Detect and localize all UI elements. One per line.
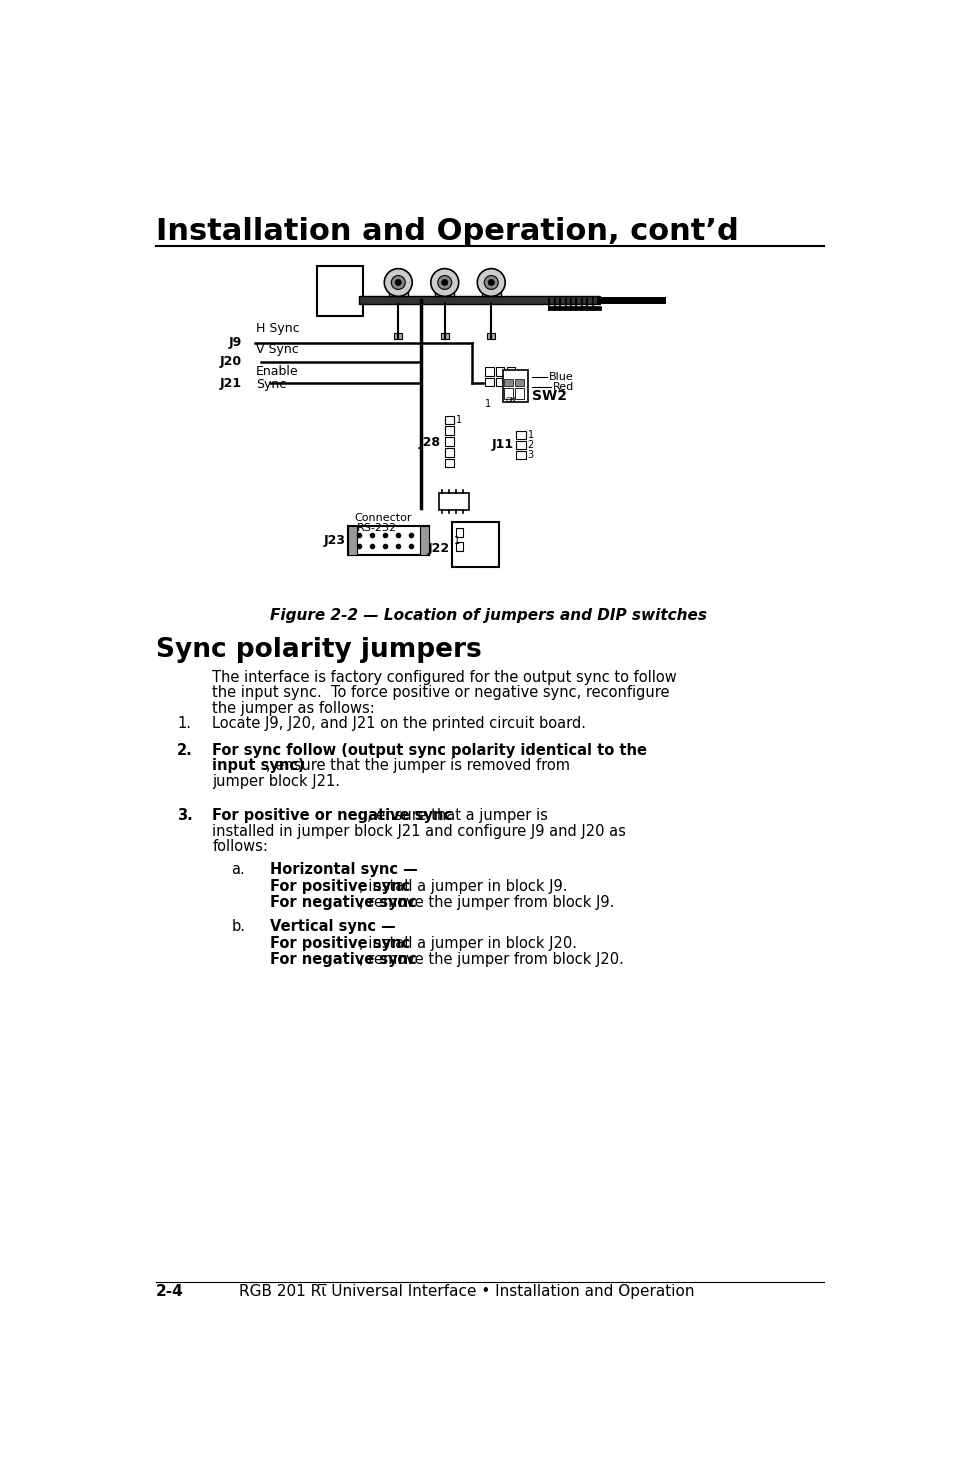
Bar — [487, 332, 495, 339]
Text: , install a jumper in block J9.: , install a jumper in block J9. — [359, 879, 567, 894]
Bar — [481, 280, 500, 296]
Text: 2-4: 2-4 — [155, 1285, 183, 1299]
Text: the input sync.  To force positive or negative sync, reconfigure: the input sync. To force positive or neg… — [212, 686, 669, 701]
Text: J21: J21 — [219, 376, 241, 389]
Bar — [502, 370, 527, 401]
Bar — [515, 379, 523, 386]
Bar — [515, 388, 523, 398]
Circle shape — [484, 276, 497, 289]
Text: For sync follow (output sync polarity identical to the: For sync follow (output sync polarity id… — [212, 743, 646, 758]
Bar — [456, 528, 463, 537]
Circle shape — [384, 268, 412, 296]
Bar — [516, 451, 525, 459]
Circle shape — [391, 276, 405, 289]
Text: input sync): input sync) — [212, 758, 305, 773]
Text: , ensure that the jumper is removed from: , ensure that the jumper is removed from — [266, 758, 570, 773]
Bar — [496, 378, 504, 386]
Text: 2: 2 — [527, 440, 534, 450]
Text: b.: b. — [232, 919, 245, 934]
Bar — [496, 367, 504, 376]
Text: J20: J20 — [219, 355, 241, 369]
Text: 1: 1 — [454, 535, 459, 546]
Circle shape — [437, 276, 452, 289]
Bar — [435, 280, 454, 296]
Text: Blue: Blue — [548, 372, 573, 382]
Text: J11: J11 — [491, 438, 513, 451]
Bar — [389, 280, 407, 296]
Circle shape — [395, 279, 401, 286]
Text: jumper block J21.: jumper block J21. — [212, 774, 340, 789]
Bar — [444, 437, 454, 445]
Bar — [348, 525, 429, 555]
Bar — [504, 388, 513, 398]
Text: ON: ON — [505, 397, 516, 403]
Text: For positive sync: For positive sync — [270, 879, 410, 894]
Text: J23: J23 — [323, 534, 345, 547]
Text: a.: a. — [232, 863, 245, 878]
Text: RGB 201 Rι̅ Universal Interface • Installation and Operation: RGB 201 Rι̅ Universal Interface • Instal… — [239, 1285, 694, 1299]
Text: The interface is factory configured for the output sync to follow: The interface is factory configured for … — [212, 670, 677, 684]
Bar — [484, 378, 493, 386]
Text: , install a jumper in block J20.: , install a jumper in block J20. — [359, 937, 577, 951]
Text: SW2: SW2 — [531, 389, 566, 403]
Bar — [444, 426, 454, 435]
Text: 3.: 3. — [177, 808, 193, 823]
Bar — [316, 266, 363, 316]
Bar — [516, 441, 525, 448]
Bar — [359, 296, 599, 304]
Text: For negative sync: For negative sync — [270, 951, 416, 966]
Text: RS-232: RS-232 — [356, 522, 396, 532]
Text: , remove the jumper from block J20.: , remove the jumper from block J20. — [359, 951, 623, 966]
Text: Connector: Connector — [354, 513, 411, 522]
Text: follows:: follows: — [212, 839, 268, 854]
Bar — [419, 525, 429, 555]
Text: Vertical sync —: Vertical sync — — [270, 919, 395, 934]
Bar — [348, 525, 356, 555]
Bar — [444, 459, 454, 468]
Text: J9: J9 — [228, 336, 241, 350]
Circle shape — [476, 268, 505, 296]
Bar — [444, 448, 454, 456]
Text: Locate J9, J20, and J21 on the printed circuit board.: Locate J9, J20, and J21 on the printed c… — [212, 715, 586, 732]
Text: For negative sync: For negative sync — [270, 895, 416, 910]
Text: J28: J28 — [418, 437, 440, 450]
Text: For positive or negative sync: For positive or negative sync — [212, 808, 452, 823]
Text: Red: Red — [552, 382, 573, 392]
Bar — [444, 416, 454, 425]
Text: V Sync: V Sync — [255, 342, 298, 355]
Text: Installation and Operation, cont’d: Installation and Operation, cont’d — [155, 217, 738, 246]
Text: 1.: 1. — [177, 715, 192, 732]
Text: 3: 3 — [527, 450, 534, 460]
Bar — [506, 367, 515, 376]
Circle shape — [431, 268, 458, 296]
Bar — [506, 378, 515, 386]
Bar — [516, 431, 525, 438]
Text: Figure 2-2 — Location of jumpers and DIP switches: Figure 2-2 — Location of jumpers and DIP… — [270, 608, 707, 624]
Bar — [456, 541, 463, 552]
Text: H Sync: H Sync — [255, 322, 299, 335]
Text: Sync: Sync — [255, 378, 286, 391]
Text: installed in jumper block J21 and configure J9 and J20 as: installed in jumper block J21 and config… — [212, 825, 625, 839]
Bar — [504, 379, 513, 386]
Text: 2.: 2. — [177, 743, 193, 758]
Bar — [394, 332, 402, 339]
Bar — [547, 307, 599, 310]
Text: Sync polarity jumpers: Sync polarity jumpers — [155, 637, 481, 664]
Bar — [439, 493, 468, 510]
Circle shape — [488, 279, 494, 286]
Text: the jumper as follows:: the jumper as follows: — [212, 701, 375, 715]
Bar — [440, 332, 448, 339]
Text: J22: J22 — [428, 541, 450, 555]
Text: 1: 1 — [527, 429, 534, 440]
Text: 1: 1 — [456, 414, 461, 425]
Text: , ensure that a jumper is: , ensure that a jumper is — [367, 808, 548, 823]
Text: Enable: Enable — [255, 364, 298, 378]
Text: For positive sync: For positive sync — [270, 937, 410, 951]
Circle shape — [441, 279, 447, 286]
Bar — [484, 367, 493, 376]
Text: Horizontal sync —: Horizontal sync — — [270, 863, 417, 878]
Text: , remove the jumper from block J9.: , remove the jumper from block J9. — [359, 895, 615, 910]
Text: 1: 1 — [484, 398, 491, 409]
Bar — [452, 522, 498, 566]
